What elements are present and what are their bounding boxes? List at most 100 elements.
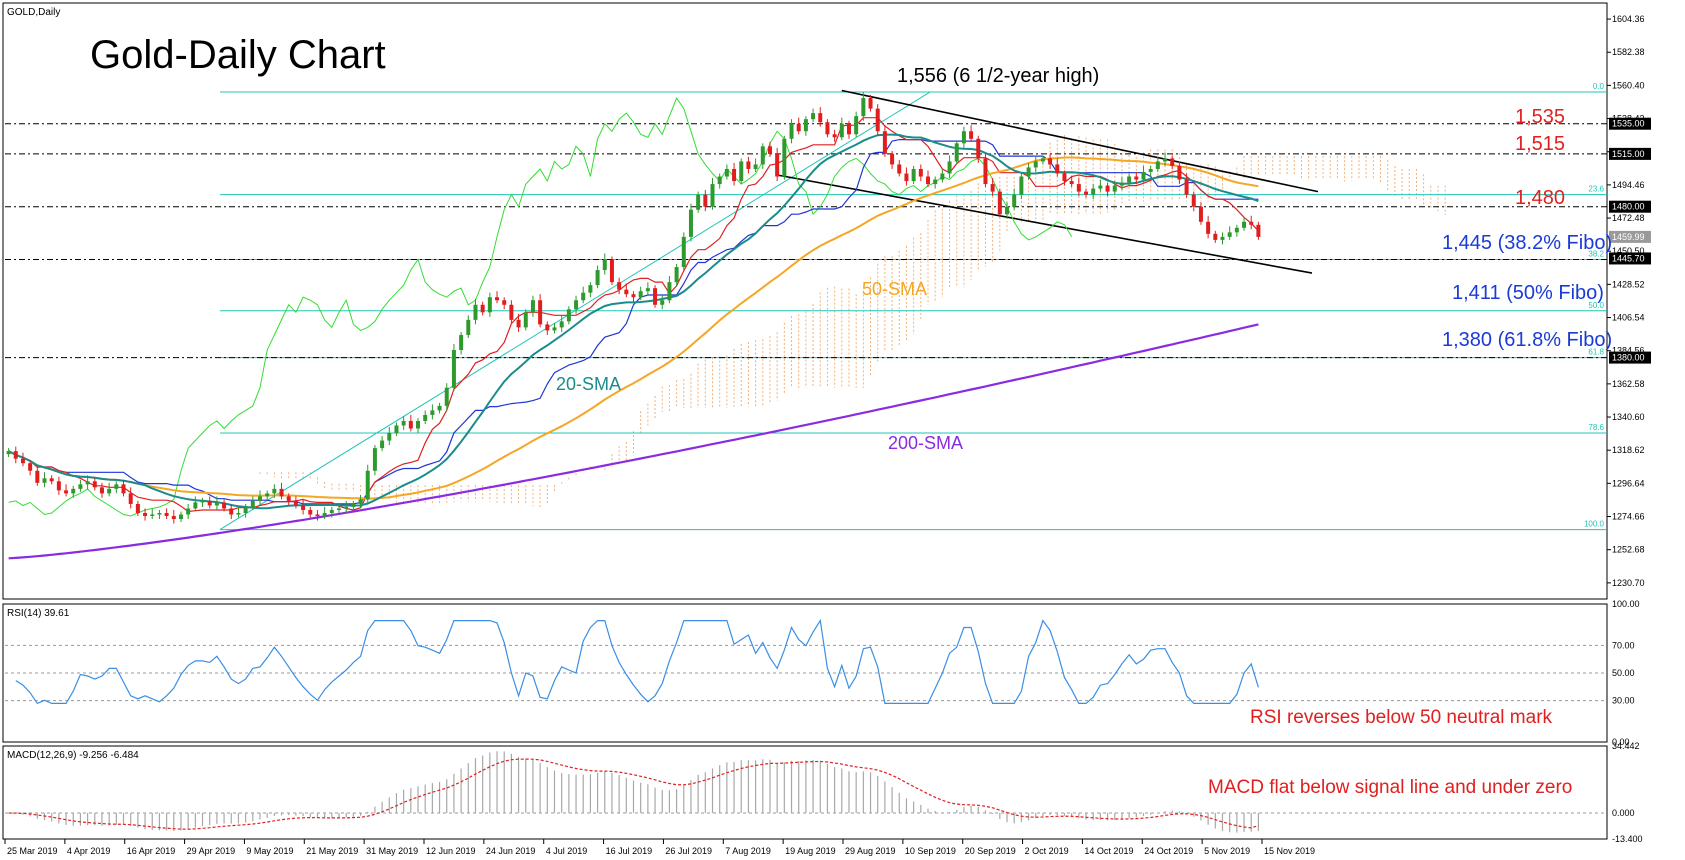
price-tick-label: 1560.40 [1612,80,1645,90]
candle-body [193,502,198,509]
candle-body [1062,173,1067,182]
candle-body [1040,158,1045,162]
candle-body [1127,176,1132,183]
candle-body [875,108,880,132]
rsi-tick-label: 100.00 [1612,599,1640,609]
candle-body [552,327,557,331]
candle-body [337,508,342,510]
candle-body [868,98,873,109]
candle-body [760,146,765,165]
candle-body [775,153,780,177]
macd-tick-label: 0.000 [1612,808,1635,818]
price-highlight-label: 1515.00 [1612,149,1645,159]
candle-body [789,123,794,139]
price-tick-label: 1406.54 [1612,313,1645,323]
candle-body [42,478,47,483]
candle-body [846,123,851,135]
candle-body [638,291,643,298]
candle-body [143,512,148,517]
candle-body [1141,171,1146,180]
candle-body [286,496,291,501]
price-tick-label: 1230.70 [1612,578,1645,588]
macd-tick-label: 34.442 [1612,741,1640,751]
price-tick-label: 1296.64 [1612,478,1645,488]
price-tick-label: 1472.48 [1612,213,1645,223]
candle-body [861,98,866,117]
sma200-label: 200-SMA [888,433,963,453]
candle-body [983,158,988,185]
candle-body [466,319,471,335]
candle-body [1119,182,1124,186]
candle-body [1234,227,1239,233]
candle-body [1033,161,1038,168]
date-tick-label: 7 Aug 2019 [725,846,771,856]
candle-body [222,502,227,509]
date-tick-label: 12 Jun 2019 [426,846,476,856]
macd-indicator: 34.442 0.000 -13.400 [5,741,1643,844]
candle-body [236,512,241,515]
candle-body [609,259,614,283]
candle-body [825,122,830,135]
fib-618-label: 1,380 (61.8% Fibo) [1442,329,1612,351]
candle-body [976,138,981,159]
candle-body [509,304,514,320]
candle-body [803,119,808,132]
date-tick-label: 14 Oct 2019 [1084,846,1133,856]
candle-body [940,173,945,180]
candle-body [265,493,270,497]
candle-body [164,512,169,517]
price-highlight-box [1609,252,1651,265]
candle-body [1191,194,1196,207]
candle-body [1134,176,1139,180]
candle-body [315,514,320,517]
candle-body [114,484,119,489]
candle-body [925,176,930,185]
candle-body [954,143,959,162]
candle-body [451,350,456,388]
date-tick-label: 26 Jul 2019 [665,846,712,856]
candle-body [566,309,571,322]
chikou-span-line [8,97,1073,517]
candle-body [918,168,923,177]
candle-body [430,410,435,415]
candle-body [178,514,183,520]
candle-body [6,451,11,455]
price-highlight-label: 1459.99 [1612,232,1645,242]
candle-body [897,164,902,174]
candle-body [818,113,823,123]
candle-body [832,134,837,138]
candle-body [961,131,966,144]
fibonacci-level-label: 61.8 [1588,348,1604,357]
candle-body [724,168,729,177]
candle-body [523,312,528,328]
candle-body [559,321,564,328]
candle-body [85,481,90,485]
candle-body [1177,165,1182,180]
price-tick-label: 1362.58 [1612,379,1645,389]
candle-body [171,516,176,520]
candle-body [380,440,385,449]
candle-body [444,387,449,406]
level-1535-label: 1,535 [1515,106,1565,128]
candle-body [581,292,586,301]
candle-body [20,458,25,464]
candle-body [767,146,772,154]
candle-body [530,300,535,313]
candle-body [624,289,629,295]
rsi-tick-label: 50.00 [1612,668,1635,678]
candle-body [854,116,859,135]
candle-body [437,405,442,411]
date-tick-label: 20 Sep 2019 [965,846,1016,856]
candle-body [408,420,413,429]
candle-body [1026,167,1031,177]
rsi-indicator: 100.00 70.00 50.00 30.00 0.00 [5,599,1640,747]
candle-body [128,493,133,504]
candle-body [1105,185,1110,192]
candle-body [401,420,406,426]
candle-body [1206,221,1211,234]
date-tick-label: 29 Apr 2019 [187,846,236,856]
candle-body [839,123,844,138]
candle-body [890,153,895,165]
candle-body [293,500,298,506]
date-tick-label: 4 Apr 2019 [67,846,111,856]
